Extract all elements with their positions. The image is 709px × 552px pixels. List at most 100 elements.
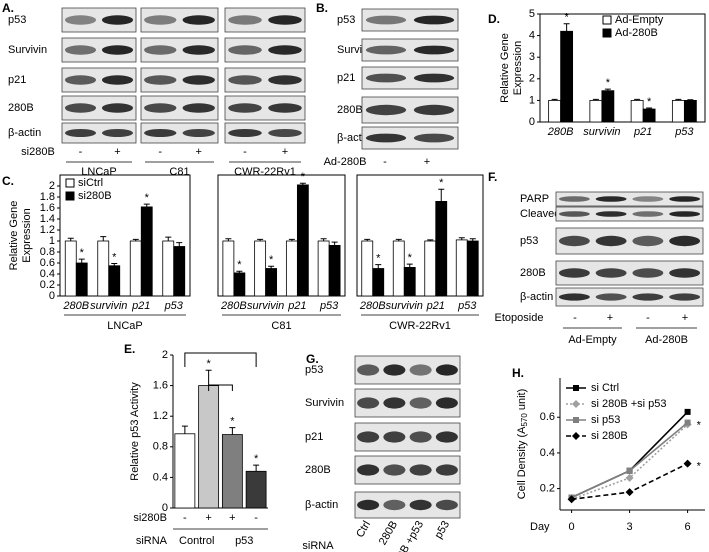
band [268,129,302,137]
y-tick-label: 2 [162,349,168,361]
legend-swatch [602,15,612,25]
marker [684,419,691,426]
error-bar [299,182,306,185]
panel-label: F. [488,170,497,184]
error-bar [604,88,611,91]
significance-mark: * [697,461,702,473]
band [144,129,177,137]
legend-swatch [65,191,75,201]
lane-label: - [383,156,387,168]
row-label: Survivin [8,44,47,56]
band [409,431,432,443]
bar [285,240,298,297]
y-tick-label: 2 [529,73,535,85]
legend-label: si280B [78,190,112,202]
bar [435,200,448,297]
band [632,196,664,202]
band [228,45,262,55]
y-tick-label: 0.6 [540,411,555,423]
plot-frame [539,13,706,123]
bar [222,240,235,297]
error-bar [551,98,558,101]
group-label: Ad-Empty [568,334,617,346]
error-bar [205,369,212,386]
band [558,268,590,278]
panel-label: G. [306,352,319,366]
band [64,45,97,55]
x-tick-label: - [254,512,258,524]
significance-mark: * [647,96,652,108]
row-label: p53 [8,14,26,26]
lane-label: Ctrl [354,519,373,540]
band [101,15,134,25]
marker [625,473,634,482]
x-axis-label: LNCaP [107,320,142,332]
lane-label: - [158,146,162,158]
marker [684,408,691,415]
band [669,211,701,217]
group-label: Control [179,535,214,547]
y-axis-label-sub: 570 [520,413,529,427]
band [558,211,590,217]
bar [317,240,330,297]
bar [560,30,574,123]
y-tick-label: 4 [529,30,535,42]
x-tick-label: survivin [386,300,423,312]
row-label: Survivin [305,397,344,409]
marker [625,488,634,497]
bar [455,239,468,297]
band [413,15,455,25]
legend-marker [572,432,580,440]
error-bar [257,238,264,241]
row-label: p21 [305,431,323,443]
error-bar [406,263,413,268]
band [144,15,177,25]
significance-mark: * [230,416,235,428]
x-tick-label: p21 [287,300,306,312]
y-axis-label-part: Cell Density (A [516,426,528,499]
row-label: β-actin [8,127,41,139]
band [632,293,664,301]
error-bar [469,238,476,241]
band [669,196,701,202]
group-label: CWR-22Rv1 [234,166,296,178]
y-tick-label: 1.6 [153,380,168,392]
error-bar [331,241,338,246]
bar [162,240,175,297]
bar [75,262,88,297]
x-tick-label: p53 [319,300,339,312]
x-tick-label: survivin [247,300,284,312]
legend-label: si 280B +si p53 [591,398,667,410]
error-bar [181,425,188,434]
y-tick-label: 0.2 [40,279,55,291]
lane-label: + [282,146,288,158]
x-tick-label: p21 [426,300,445,312]
panel-label: E. [124,342,135,356]
band [228,75,262,85]
significance-mark: * [269,254,274,266]
bar [361,240,374,297]
significance-mark: * [606,77,611,89]
bar [129,240,142,297]
x-tick-label: survivin [90,300,127,312]
plot-frame [59,174,191,297]
error-bar [687,99,694,101]
lane-label: + [196,146,202,158]
band [383,397,406,409]
error-bar [268,265,275,269]
band [669,293,701,301]
blot [361,126,459,150]
band [365,73,407,83]
error-bar [438,188,445,202]
x-tick-label: p21 [633,126,652,138]
band [595,268,627,278]
blot [61,122,137,144]
error-bar [176,242,183,247]
bar [174,433,196,509]
group-label: Ad-280B [645,334,688,346]
error-bar [563,23,570,32]
x-tick-label: p21 [131,300,150,312]
x-tick-label: + [205,512,211,524]
error-bar [592,98,599,101]
significance-mark: * [145,192,150,204]
